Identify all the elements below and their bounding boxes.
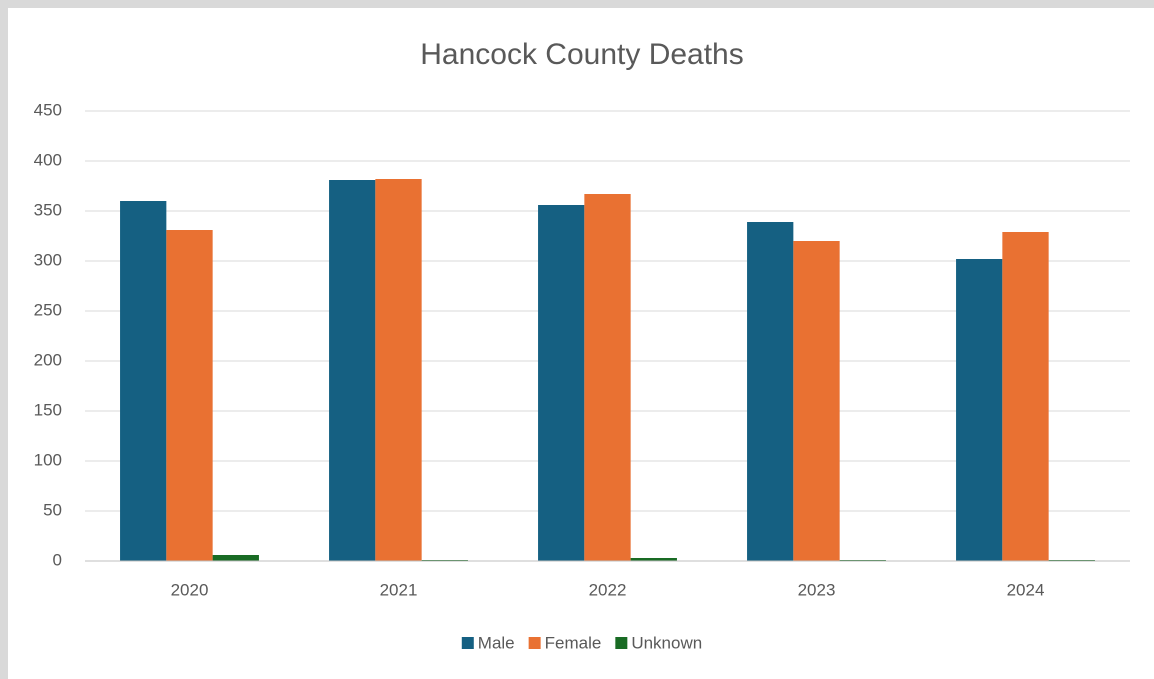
bar bbox=[956, 259, 1003, 561]
bar bbox=[793, 241, 840, 561]
bar bbox=[120, 201, 167, 561]
bar bbox=[538, 205, 585, 561]
legend-swatch bbox=[461, 637, 474, 649]
y-tick-label: 250 bbox=[34, 300, 62, 319]
legend-label: Unknown bbox=[631, 633, 702, 652]
y-tick-label: 200 bbox=[34, 350, 62, 369]
bar bbox=[1002, 232, 1049, 561]
y-tick-label: 50 bbox=[43, 500, 62, 519]
y-tick-label: 350 bbox=[34, 200, 62, 219]
legend-label: Male bbox=[478, 633, 515, 652]
y-tick-label: 150 bbox=[34, 400, 62, 419]
y-tick-label: 450 bbox=[34, 100, 62, 119]
legend-swatch bbox=[615, 637, 628, 649]
y-tick-label: 0 bbox=[53, 550, 62, 569]
x-tick-label: 2021 bbox=[380, 580, 418, 599]
bar bbox=[375, 179, 422, 561]
x-tick-label: 2020 bbox=[171, 580, 209, 599]
y-tick-label: 100 bbox=[34, 450, 62, 469]
bar bbox=[212, 555, 259, 561]
bar bbox=[329, 180, 376, 561]
bar bbox=[630, 558, 677, 561]
bar bbox=[166, 230, 213, 561]
legend-swatch bbox=[528, 637, 541, 649]
legend-label: Female bbox=[545, 633, 602, 652]
y-tick-label: 300 bbox=[34, 250, 62, 269]
x-tick-label: 2024 bbox=[1007, 580, 1045, 599]
chart-title: Hancock County Deaths bbox=[420, 38, 744, 71]
y-tick-label: 400 bbox=[34, 150, 62, 169]
bar bbox=[747, 222, 794, 561]
x-tick-label: 2023 bbox=[798, 580, 836, 599]
bar bbox=[584, 194, 631, 561]
x-tick-label: 2022 bbox=[589, 580, 627, 599]
